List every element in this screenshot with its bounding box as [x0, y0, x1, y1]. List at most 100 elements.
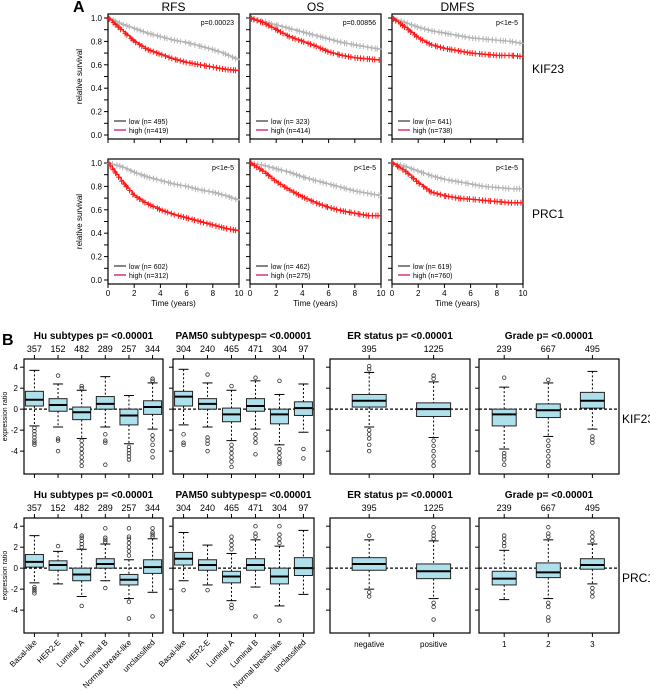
- censor-mark: [291, 189, 297, 196]
- censor-mark: [162, 34, 168, 41]
- censor-mark: [266, 22, 272, 29]
- outlier-point: [126, 457, 132, 462]
- x-tick-label: 2: [274, 289, 279, 298]
- censor-mark: [189, 184, 195, 191]
- group-count: 395: [362, 503, 377, 513]
- outlier-point: [229, 451, 234, 456]
- y-tick-label: 0.8: [91, 182, 103, 191]
- censor-mark: [192, 41, 198, 48]
- outlier-point: [367, 448, 372, 454]
- censor-mark: [314, 200, 320, 207]
- censor-mark: [455, 178, 461, 185]
- censor-mark: [313, 177, 319, 184]
- outlier-point: [150, 526, 155, 531]
- censor-mark: [133, 39, 139, 46]
- boxplot-panel: PAM50 subtypesp= <0.00001 304 240 465 471 304…: [169, 331, 315, 478]
- censor-mark: [456, 32, 462, 39]
- censor-mark: [299, 193, 305, 200]
- outlier-point: [431, 376, 436, 381]
- outlier-point: [253, 614, 258, 619]
- censor-mark: [342, 208, 348, 215]
- box: [579, 558, 605, 570]
- censor-mark: [202, 44, 208, 51]
- outlier-point: [277, 523, 282, 529]
- outlier-point: [126, 540, 132, 546]
- censor-mark: [141, 172, 147, 179]
- censor-mark: [360, 43, 366, 50]
- boxplot-title: Grade p= <0.00001: [505, 490, 594, 501]
- censor-mark: [177, 57, 183, 64]
- outlier-point: [79, 451, 84, 456]
- censor-mark: [372, 56, 378, 63]
- censor-mark: [325, 204, 330, 211]
- censor-mark: [434, 174, 440, 181]
- y-axis-label: relative survival: [75, 194, 84, 249]
- legend-label-low: low (n= 495): [129, 119, 168, 126]
- censor-mark: [148, 31, 154, 38]
- censor-mark: [424, 186, 430, 193]
- outlier-point: [32, 425, 37, 431]
- censor-mark: [350, 41, 356, 48]
- censor-mark: [334, 206, 340, 213]
- censor-mark: [443, 192, 449, 199]
- censor-mark: [213, 190, 219, 197]
- legend-label-low: low (n= 602): [129, 264, 168, 271]
- censor-mark: [290, 170, 296, 177]
- x-tick-label: 0: [106, 289, 111, 298]
- censor-mark: [204, 220, 210, 227]
- p-value: p<1e-5: [212, 165, 234, 172]
- censor-mark: [403, 163, 409, 170]
- outlier-point: [229, 442, 234, 448]
- censor-mark: [415, 168, 421, 175]
- censor-mark: [262, 162, 268, 169]
- censor-mark: [183, 59, 189, 66]
- x-tick-label: 0: [390, 289, 395, 298]
- category-label: positive: [420, 640, 448, 649]
- censor-mark: [323, 180, 329, 187]
- y-tick-label: 0.0: [91, 276, 103, 285]
- censor-mark: [458, 48, 464, 55]
- censor-mark: [516, 185, 522, 192]
- censor-mark: [328, 49, 334, 56]
- outlier-point: [150, 448, 155, 454]
- outlier-point: [502, 375, 507, 380]
- censor-mark: [248, 160, 254, 167]
- outlier-point: [150, 614, 155, 619]
- plot-frame: [23, 517, 164, 634]
- outlier-point: [229, 383, 234, 389]
- outlier-point: [367, 427, 372, 433]
- outlier-point: [590, 594, 595, 599]
- censor-mark: [157, 33, 163, 40]
- censor-mark: [354, 188, 360, 195]
- censor-mark: [171, 211, 177, 218]
- censor-mark: [506, 185, 512, 192]
- outlier-point: [150, 437, 155, 442]
- outlier-point: [205, 448, 210, 454]
- censor-mark: [338, 207, 344, 214]
- censor-mark: [410, 175, 416, 182]
- censor-mark: [156, 206, 162, 213]
- censor-mark: [255, 161, 261, 168]
- km-plots: RFS OS DMFS KIF23 PRC1 0.0 0.2 0.4 0.6 0.8 1.0 rela…: [75, 0, 564, 308]
- censor-mark: [121, 181, 127, 188]
- censor-mark: [293, 190, 299, 197]
- censor-mark: [310, 176, 316, 183]
- censor-mark: [180, 58, 186, 65]
- outlier-point: [367, 590, 372, 595]
- censor-mark: [328, 181, 334, 188]
- x-axis-label: Time (years): [293, 299, 338, 308]
- censor-mark: [421, 183, 427, 190]
- box: [245, 398, 265, 412]
- outlier-point: [277, 378, 282, 384]
- censor-mark: [159, 51, 165, 58]
- censor-mark: [414, 33, 420, 40]
- outlier-point: [546, 534, 551, 539]
- censor-mark: [198, 43, 204, 50]
- x-tick-label: 4: [442, 289, 447, 298]
- censor-mark: [251, 16, 257, 23]
- outlier-point: [367, 594, 372, 599]
- outlier-point: [546, 448, 551, 454]
- censor-mark: [320, 179, 326, 186]
- censor-mark: [448, 31, 454, 38]
